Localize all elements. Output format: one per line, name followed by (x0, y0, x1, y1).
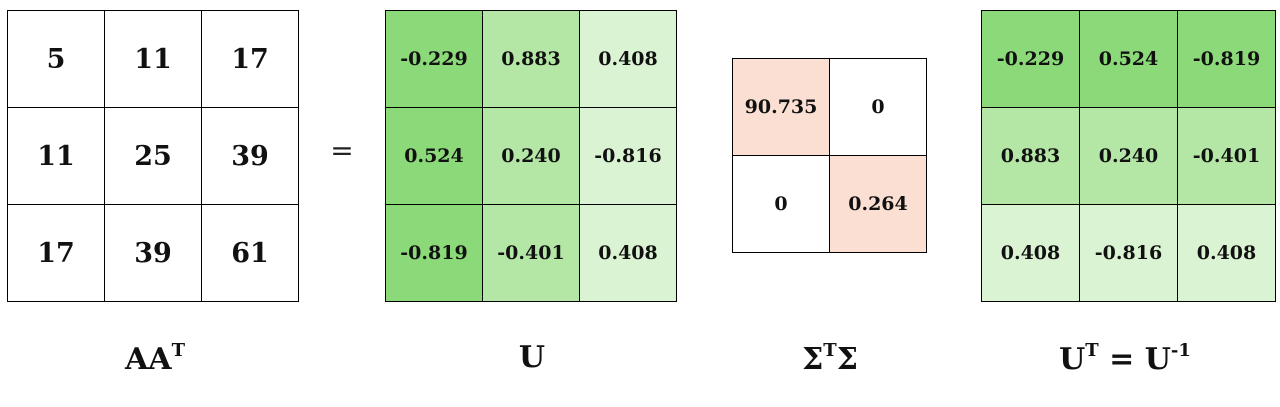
label-aat-base: AA (125, 342, 172, 377)
matrix-u-cell: -0.819 (386, 205, 483, 302)
matrix-aat-cell: 5 (8, 11, 105, 108)
matrix-aat-cell: 61 (202, 205, 299, 302)
label-ut-sup2: -1 (1170, 340, 1191, 361)
label-ut-sup: T (1085, 340, 1099, 361)
matrix-aat-cell: 25 (105, 108, 202, 205)
matrix-sigma: 90.735 0 0 0.264 (732, 58, 927, 253)
label-sigma: ΣTΣ (730, 340, 930, 377)
matrix-aat-cell: 17 (8, 205, 105, 302)
matrix-sigma-cell: 0.264 (830, 156, 927, 253)
label-sigma-right: Σ (836, 342, 858, 377)
matrix-ut-cell: 0.524 (1080, 11, 1178, 108)
matrix-ut-cell: -0.229 (982, 11, 1080, 108)
matrix-ut-cell: -0.816 (1080, 205, 1178, 302)
matrix-u-cell: -0.816 (580, 108, 677, 205)
matrix-u-cell: -0.229 (386, 11, 483, 108)
matrix-u-cell: 0.524 (386, 108, 483, 205)
matrix-ut-cell: -0.401 (1178, 108, 1276, 205)
label-ut-base: U (1059, 342, 1086, 377)
matrix-u-cell: 0.240 (483, 108, 580, 205)
matrix-u: -0.229 0.883 0.408 0.524 0.240 -0.816 -0… (385, 10, 677, 302)
matrix-ut-cell: 0.408 (982, 205, 1080, 302)
equals-sign: = (330, 134, 354, 167)
matrix-ut-cell: 0.883 (982, 108, 1080, 205)
label-ut-mid: = U (1098, 342, 1171, 377)
matrix-ut-cell: -0.819 (1178, 11, 1276, 108)
matrix-aat-cell: 39 (105, 205, 202, 302)
matrix-ut-cell: 0.240 (1080, 108, 1178, 205)
matrix-u-cell: -0.401 (483, 205, 580, 302)
matrix-aat: 5 11 17 11 25 39 17 39 61 (7, 10, 299, 302)
matrix-u-cell: 0.408 (580, 205, 677, 302)
label-sigma-sup: T (823, 340, 837, 361)
matrix-u-cell: 0.408 (580, 11, 677, 108)
matrix-u-cell: 0.883 (483, 11, 580, 108)
matrix-sigma-cell: 0 (830, 59, 927, 156)
label-u: U (518, 340, 546, 375)
matrix-ut: -0.229 0.524 -0.819 0.883 0.240 -0.401 0… (981, 10, 1276, 302)
matrix-aat-cell: 11 (8, 108, 105, 205)
label-aat: AAT (55, 340, 255, 377)
matrix-ut-cell: 0.408 (1178, 205, 1276, 302)
matrix-sigma-cell: 90.735 (733, 59, 830, 156)
label-sigma-left: Σ (802, 342, 824, 377)
matrix-aat-cell: 11 (105, 11, 202, 108)
label-ut: UT = U-1 (1025, 340, 1225, 377)
matrix-aat-cell: 17 (202, 11, 299, 108)
matrix-aat-cell: 39 (202, 108, 299, 205)
label-aat-sup: T (171, 340, 185, 361)
matrix-sigma-cell: 0 (733, 156, 830, 253)
